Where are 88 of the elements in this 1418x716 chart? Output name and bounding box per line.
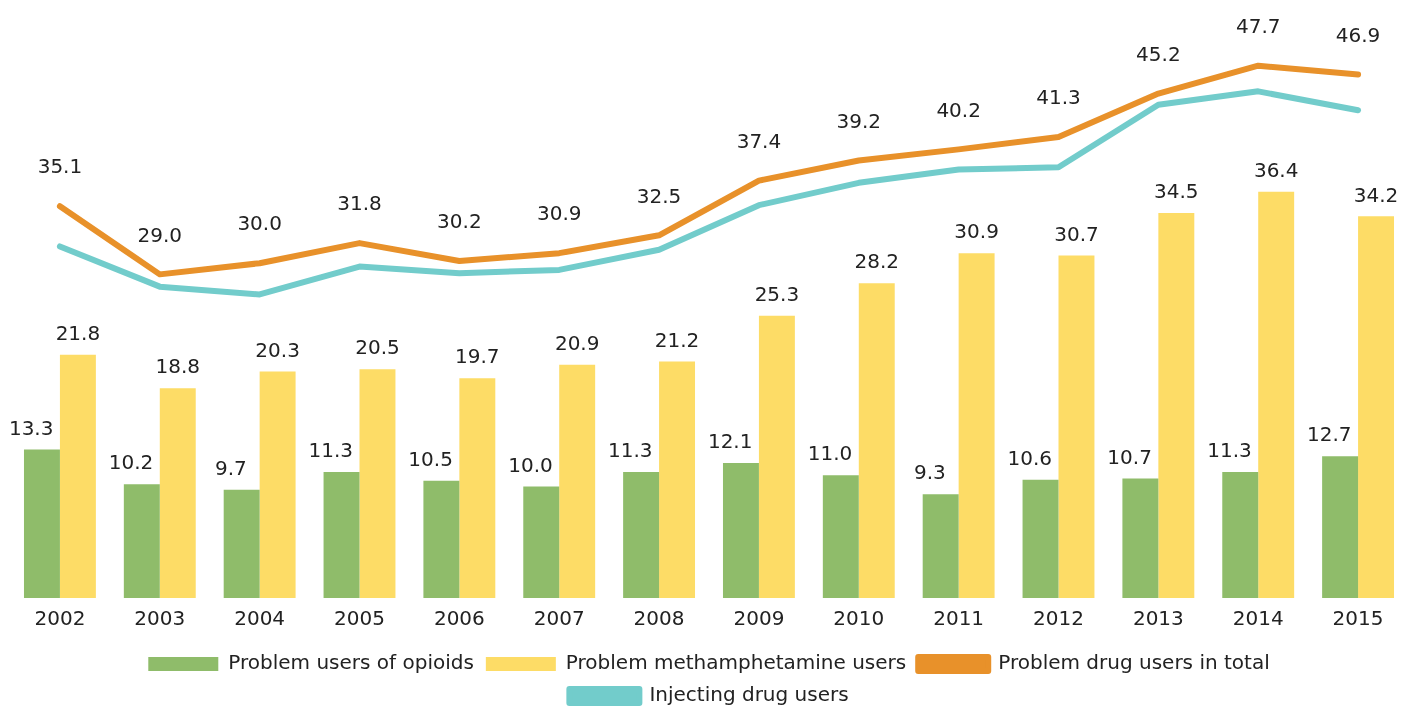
data-label: 30.7 bbox=[1054, 221, 1099, 246]
bar bbox=[559, 364, 596, 598]
bar bbox=[1022, 479, 1059, 598]
data-label: 47.7 bbox=[1235, 13, 1281, 38]
data-label: 46.9 bbox=[1335, 22, 1381, 47]
bar bbox=[722, 462, 759, 598]
x-tick-label: 2014 bbox=[1232, 606, 1284, 631]
bar bbox=[59, 354, 96, 598]
data-label: 9.7 bbox=[214, 455, 247, 480]
bar bbox=[359, 369, 396, 598]
bar bbox=[323, 471, 360, 598]
data-label: 20.9 bbox=[554, 330, 600, 355]
data-label: 21.2 bbox=[654, 327, 700, 352]
x-tick-label: 2011 bbox=[933, 606, 985, 631]
data-label: 32.5 bbox=[636, 183, 682, 208]
bar bbox=[922, 494, 959, 598]
bar bbox=[623, 471, 660, 598]
bar bbox=[1058, 255, 1095, 598]
data-label: 12.7 bbox=[1307, 422, 1352, 447]
data-label: 45.2 bbox=[1136, 41, 1181, 66]
legend-label: Problem methamphetamine users bbox=[565, 650, 907, 675]
legend-label: Injecting drug users bbox=[649, 682, 849, 707]
data-label: 11.3 bbox=[1207, 438, 1252, 463]
bar bbox=[523, 486, 560, 598]
data-label: 40.2 bbox=[936, 97, 981, 122]
data-label: 31.8 bbox=[337, 191, 382, 216]
data-label: 11.3 bbox=[308, 438, 354, 463]
data-label: 30.2 bbox=[437, 209, 482, 234]
data-label: 34.2 bbox=[1353, 182, 1399, 207]
bar bbox=[23, 449, 60, 598]
data-label: 10.5 bbox=[408, 447, 453, 472]
data-label: 12.1 bbox=[707, 429, 753, 454]
data-label: 19.7 bbox=[455, 344, 500, 369]
bar bbox=[659, 361, 696, 598]
x-tick-label: 2003 bbox=[134, 606, 186, 631]
bar bbox=[958, 253, 995, 598]
data-label: 28.2 bbox=[854, 249, 900, 274]
x-tick-label: 2015 bbox=[1332, 606, 1384, 631]
bar bbox=[1322, 456, 1359, 598]
bar bbox=[1358, 216, 1395, 598]
bar bbox=[123, 484, 160, 598]
data-label: 21.8 bbox=[55, 320, 101, 345]
bar bbox=[423, 480, 460, 598]
data-label: 30.9 bbox=[954, 219, 999, 244]
bar bbox=[223, 489, 260, 598]
bar bbox=[822, 475, 859, 598]
data-label: 25.3 bbox=[754, 281, 800, 306]
bar bbox=[1222, 471, 1259, 598]
bar bbox=[459, 378, 496, 598]
data-label: 20.5 bbox=[355, 335, 400, 360]
data-label: 10.7 bbox=[1107, 444, 1152, 469]
bar bbox=[1158, 212, 1195, 598]
bar bbox=[1122, 478, 1159, 598]
data-label: 11.3 bbox=[608, 438, 653, 463]
x-tick-label: 2005 bbox=[334, 606, 385, 631]
data-label: 29.0 bbox=[137, 222, 183, 247]
data-label: 18.8 bbox=[155, 354, 201, 379]
data-label: 34.5 bbox=[1154, 179, 1199, 204]
bar bbox=[159, 388, 196, 598]
data-label: 9.3 bbox=[913, 460, 946, 485]
data-label: 41.3 bbox=[1036, 85, 1081, 110]
data-label: 37.4 bbox=[736, 128, 782, 153]
data-label: 36.4 bbox=[1253, 157, 1299, 182]
x-tick-label: 2008 bbox=[633, 606, 685, 631]
data-label: 13.3 bbox=[8, 415, 54, 440]
data-label: 10.2 bbox=[108, 450, 154, 475]
data-label: 20.3 bbox=[255, 337, 300, 362]
x-tick-label: 2007 bbox=[533, 606, 585, 631]
data-label: 10.0 bbox=[508, 452, 553, 477]
bar bbox=[1258, 191, 1295, 598]
bar bbox=[758, 315, 795, 598]
legend-label: Problem drug users in total bbox=[998, 650, 1270, 675]
x-tick-label: 2004 bbox=[234, 606, 286, 631]
x-tick-label: 2012 bbox=[1033, 606, 1084, 631]
x-tick-label: 2006 bbox=[433, 606, 485, 631]
x-tick-label: 2009 bbox=[733, 606, 785, 631]
data-label: 30.9 bbox=[536, 201, 582, 226]
x-tick-label: 2002 bbox=[34, 606, 86, 631]
legend-label: Problem users of opioids bbox=[228, 650, 474, 675]
bar bbox=[259, 371, 296, 598]
x-tick-label: 2010 bbox=[833, 606, 885, 631]
data-label: 10.6 bbox=[1007, 445, 1053, 470]
bar bbox=[858, 283, 895, 598]
data-label: 11.0 bbox=[807, 441, 853, 466]
data-label: 35.1 bbox=[37, 154, 83, 179]
x-tick-label: 2013 bbox=[1132, 606, 1184, 631]
data-label: 30.0 bbox=[237, 211, 282, 236]
data-label: 39.2 bbox=[836, 108, 882, 133]
